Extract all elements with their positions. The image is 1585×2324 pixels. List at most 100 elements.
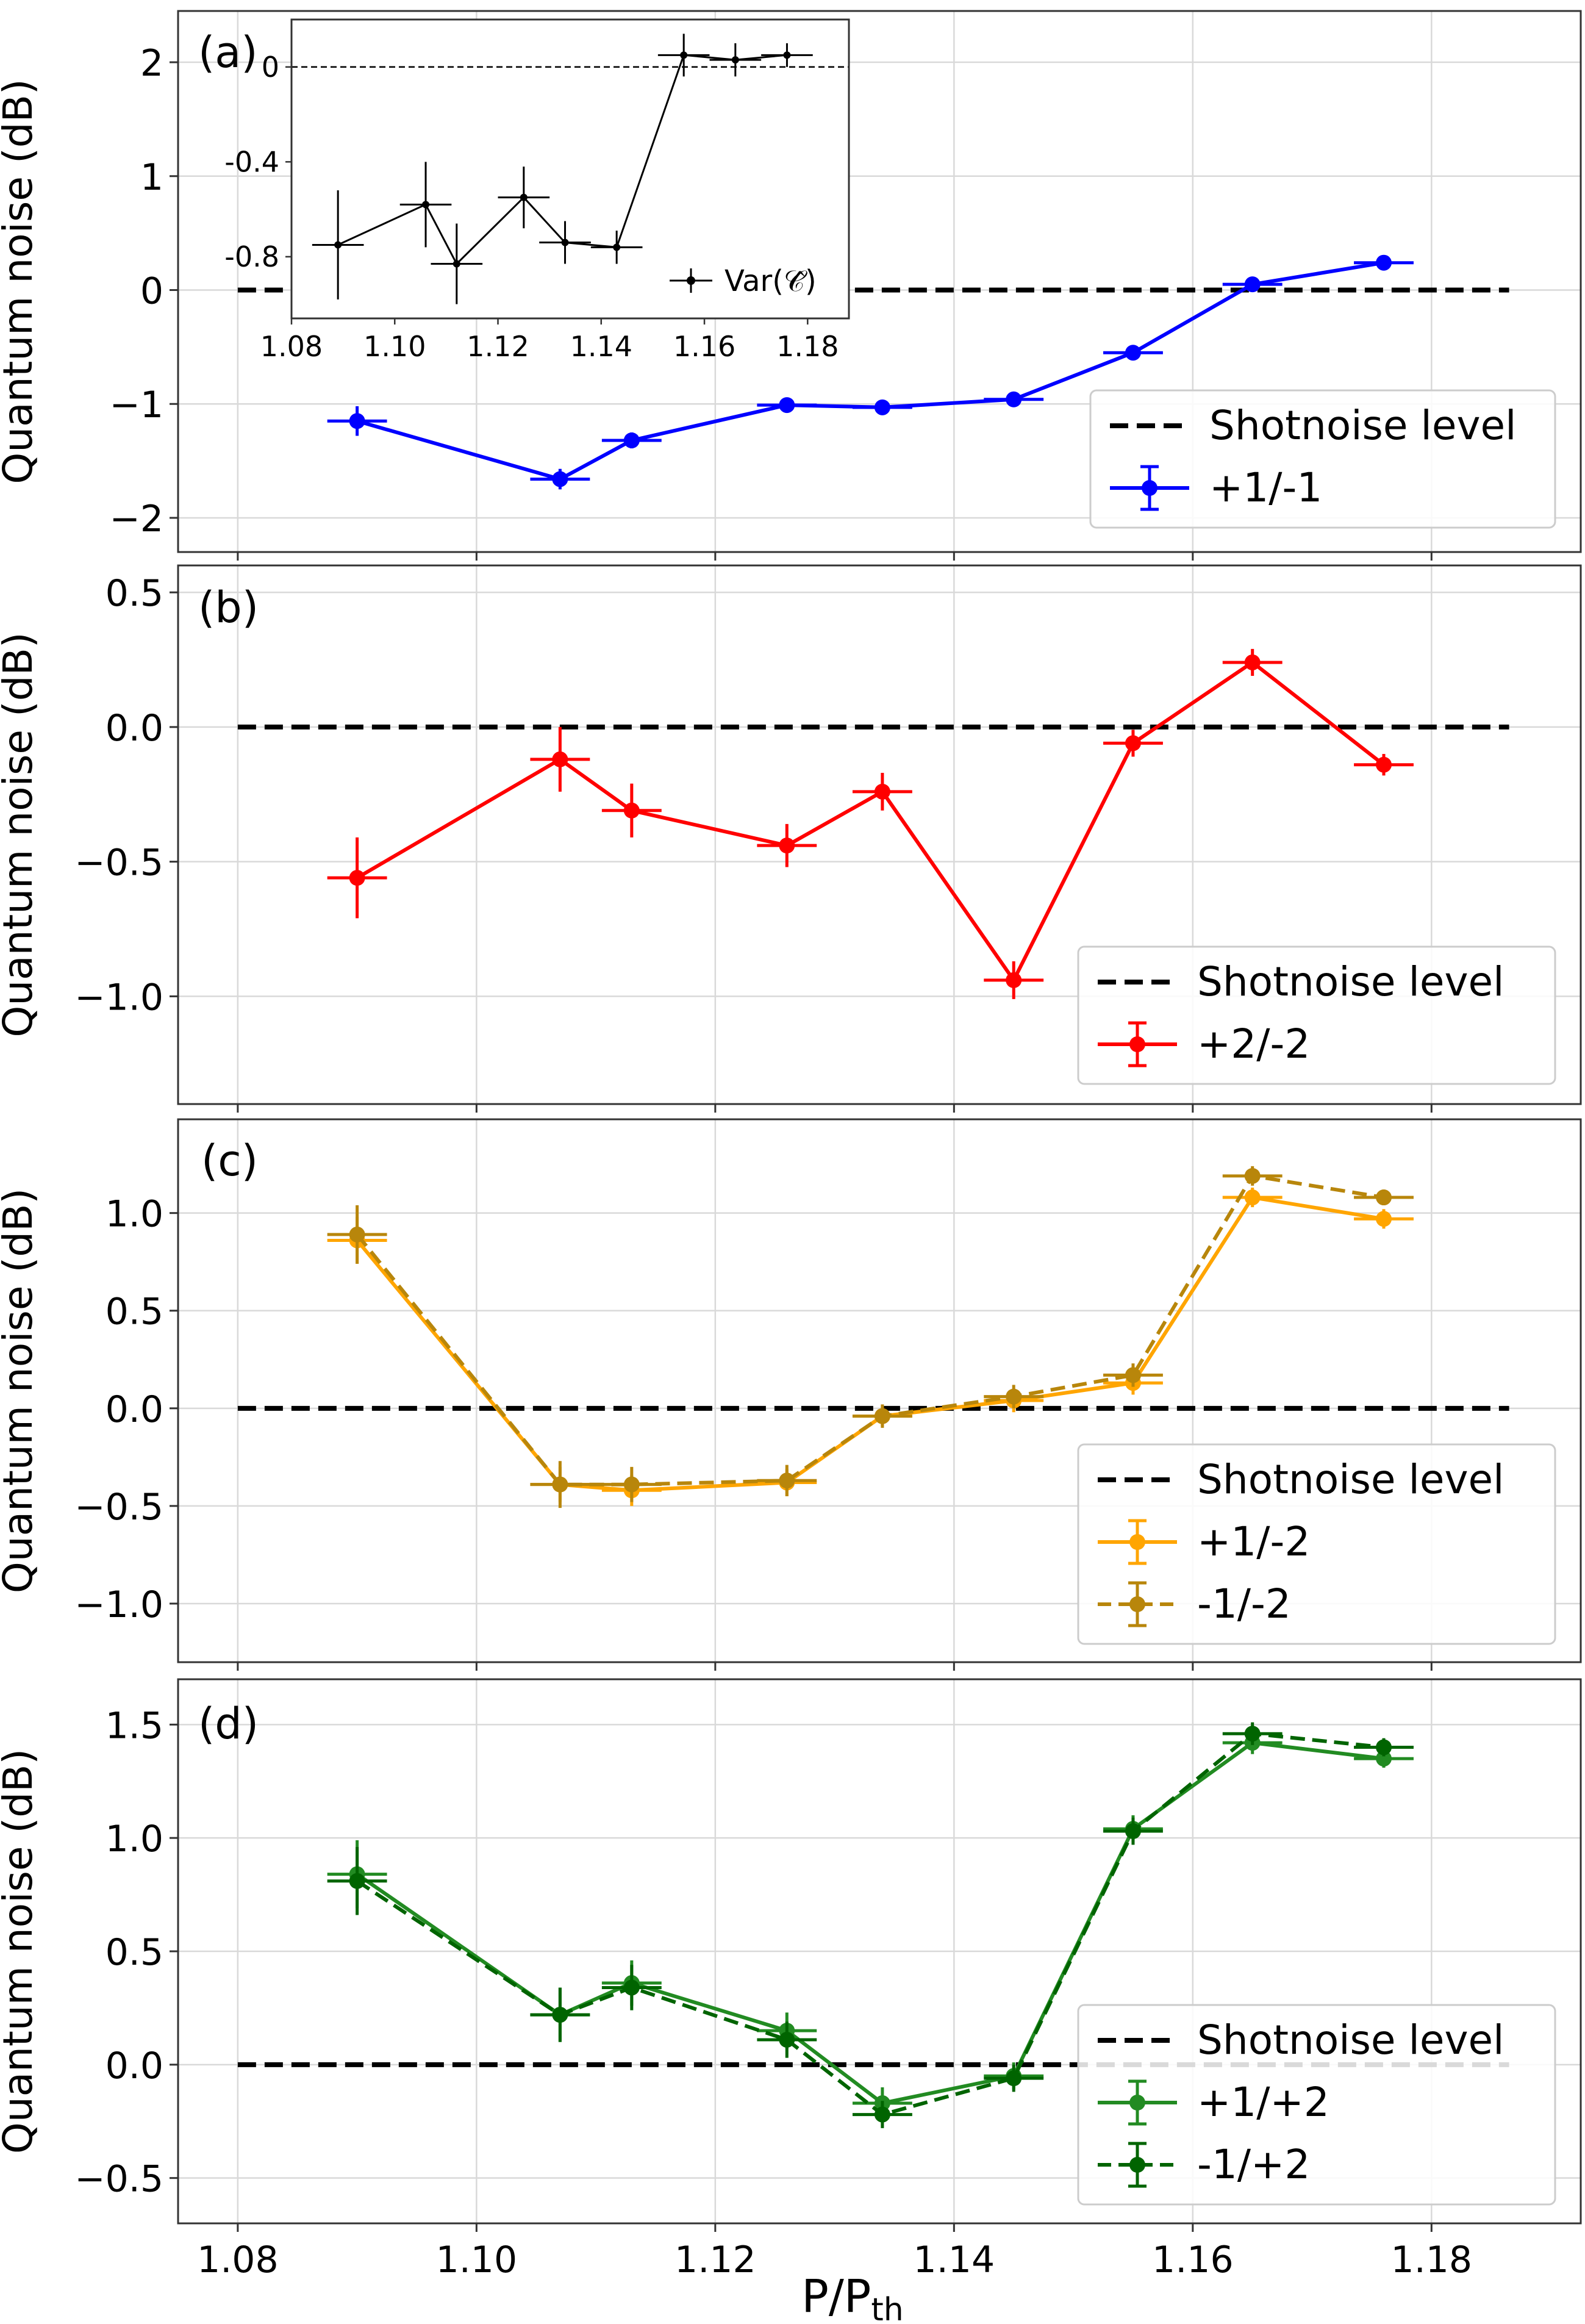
panel-d-point--1/+2-0 (327, 1847, 387, 1915)
data-marker (1125, 345, 1141, 361)
data-marker (349, 870, 365, 886)
inset-x-tick-label: 1.10 (363, 330, 426, 363)
y-tick-label: 1 (140, 156, 163, 199)
inset-legend-marker (687, 276, 695, 285)
panel-c-point--1/-2-4 (852, 1404, 912, 1428)
panel-a-point-+1/-1-6 (1103, 345, 1163, 361)
data-marker (552, 471, 568, 487)
data-marker (520, 193, 528, 201)
data-marker (1376, 1189, 1392, 1206)
inset-point-var-c-3 (498, 167, 550, 229)
panel-b-series-+2/-2 (327, 648, 1414, 999)
data-marker (334, 241, 342, 249)
panel-b-legend: Shotnoise level +2/-2 (1077, 945, 1556, 1085)
inset: 1.08 1.10 1.12 1.14 1.16 1.18 0 -0.4 -0.8 Var(𝒞̂) (224, 18, 850, 363)
data-marker (1006, 391, 1022, 407)
inset-series-var-c (312, 34, 813, 304)
legend-marker (1129, 1534, 1145, 1550)
panel-c-point-+1/-2-7 (1222, 1188, 1283, 1208)
inset-point-var-c-8 (761, 43, 813, 67)
data-marker (349, 1226, 365, 1243)
data-marker (1376, 756, 1392, 773)
panel-c-axes-frame (177, 1118, 1582, 1663)
data-marker (623, 432, 640, 448)
legend-marker (1129, 1596, 1145, 1612)
x-tick-label: 1.08 (197, 2239, 279, 2281)
panel-b-point-+2/-2-8 (1354, 754, 1414, 776)
data-marker (1125, 735, 1141, 751)
legend-label-+1/+2: +1/+2 (1197, 2079, 1329, 2126)
data-marker (1244, 276, 1261, 293)
data-marker (874, 2106, 890, 2123)
inset-y-tick-label: 0 (262, 51, 279, 84)
data-marker (613, 243, 621, 251)
legend-frame (1077, 1443, 1556, 1645)
panel-b-point-+2/-2-6 (1103, 730, 1163, 757)
panel-b-series-line-+2/-2 (356, 660, 1385, 982)
y-tick-label: 0.0 (106, 2045, 163, 2087)
x-tick-label: 1.16 (1152, 2239, 1234, 2281)
inset-point-var-c-2 (431, 223, 483, 304)
data-marker (623, 1476, 640, 1493)
legend-label-+2/-2: +2/-2 (1197, 1020, 1310, 1067)
legend-label-shotnoise: Shotnoise level (1197, 958, 1504, 1005)
legend-sample--1/+2 (1098, 2142, 1177, 2188)
panel-c-point--1/-2-3 (757, 1465, 817, 1496)
legend-label-+1/-2: +1/-2 (1197, 1518, 1310, 1565)
data-marker (779, 837, 795, 854)
panel-a-label: (a) (198, 27, 258, 77)
panel-b-point-+2/-2-3 (757, 823, 817, 867)
y-tick-label: −1.0 (74, 976, 163, 1019)
inset-y-tick-label: -0.8 (224, 240, 279, 273)
panel-c-point--1/-2-0 (327, 1205, 387, 1264)
panel-a-axes-frame (177, 10, 1582, 553)
panel-a-series-+1/-1 (327, 254, 1414, 490)
panel-c-point--1/-2-7 (1222, 1166, 1283, 1186)
x-axis-label: P/P (801, 2270, 871, 2323)
legend-label-+1/-1: +1/-1 (1209, 464, 1322, 511)
data-marker (623, 1979, 640, 1996)
inset-point-var-c-5 (590, 231, 643, 264)
x-tick-label: 1.18 (1391, 2239, 1473, 2281)
panel-a-point-+1/-1-4 (852, 399, 912, 415)
legend-frame (1077, 945, 1556, 1085)
panel-a-point-+1/-1-1 (530, 468, 590, 490)
legend-frame (1089, 389, 1556, 529)
y-tick-label: 0.5 (106, 1931, 163, 1974)
data-marker (1006, 1388, 1022, 1405)
panel-b-y-axis-label: Quantum noise (dB) (0, 632, 41, 1037)
data-marker (731, 56, 739, 64)
inset-background (292, 20, 849, 318)
panel-a: −2 −1 0 1 2 Quantum noise (dB) (a) Shotnoise le… (0, 10, 1582, 561)
y-tick-label: 0 (140, 270, 163, 313)
inset-point-var-c-7 (709, 43, 762, 77)
legend-label-shotnoise: Shotnoise level (1197, 1456, 1504, 1503)
data-marker (783, 51, 791, 59)
data-marker (623, 802, 640, 819)
panel-b-label: (b) (198, 583, 259, 633)
panel-b-point-+2/-2-5 (984, 961, 1044, 999)
y-tick-label: −0.5 (74, 842, 163, 884)
data-marker (680, 51, 688, 59)
y-tick-label: −1 (110, 384, 163, 426)
data-marker (1244, 1167, 1261, 1184)
panel-a-point-+1/-1-0 (327, 406, 387, 436)
inset-point-var-c-0 (312, 190, 364, 299)
legend-label--1/-2: -1/-2 (1197, 1580, 1291, 1627)
panel-c-point--1/-2-5 (984, 1385, 1044, 1408)
legend-label--1/+2: -1/+2 (1197, 2141, 1310, 2188)
panel-d-label: (d) (198, 1699, 259, 1749)
inset-frame (290, 18, 850, 320)
panel-c-point--1/-2-6 (1103, 1363, 1163, 1387)
x-tick-label: 1.14 (914, 2239, 995, 2281)
panel-d-point--1/+2-2 (601, 1965, 662, 2010)
panel-d-point--1/+2-1 (530, 1987, 590, 2042)
data-marker (1244, 1189, 1261, 1206)
data-marker (552, 1476, 568, 1493)
panel-a-y-axis-label: Quantum noise (dB) (0, 79, 41, 484)
legend-label-shotnoise: Shotnoise level (1197, 2017, 1504, 2064)
data-marker (1125, 1823, 1141, 1840)
data-marker (1376, 1739, 1392, 1756)
panel-a-point-+1/-1-5 (984, 391, 1044, 407)
